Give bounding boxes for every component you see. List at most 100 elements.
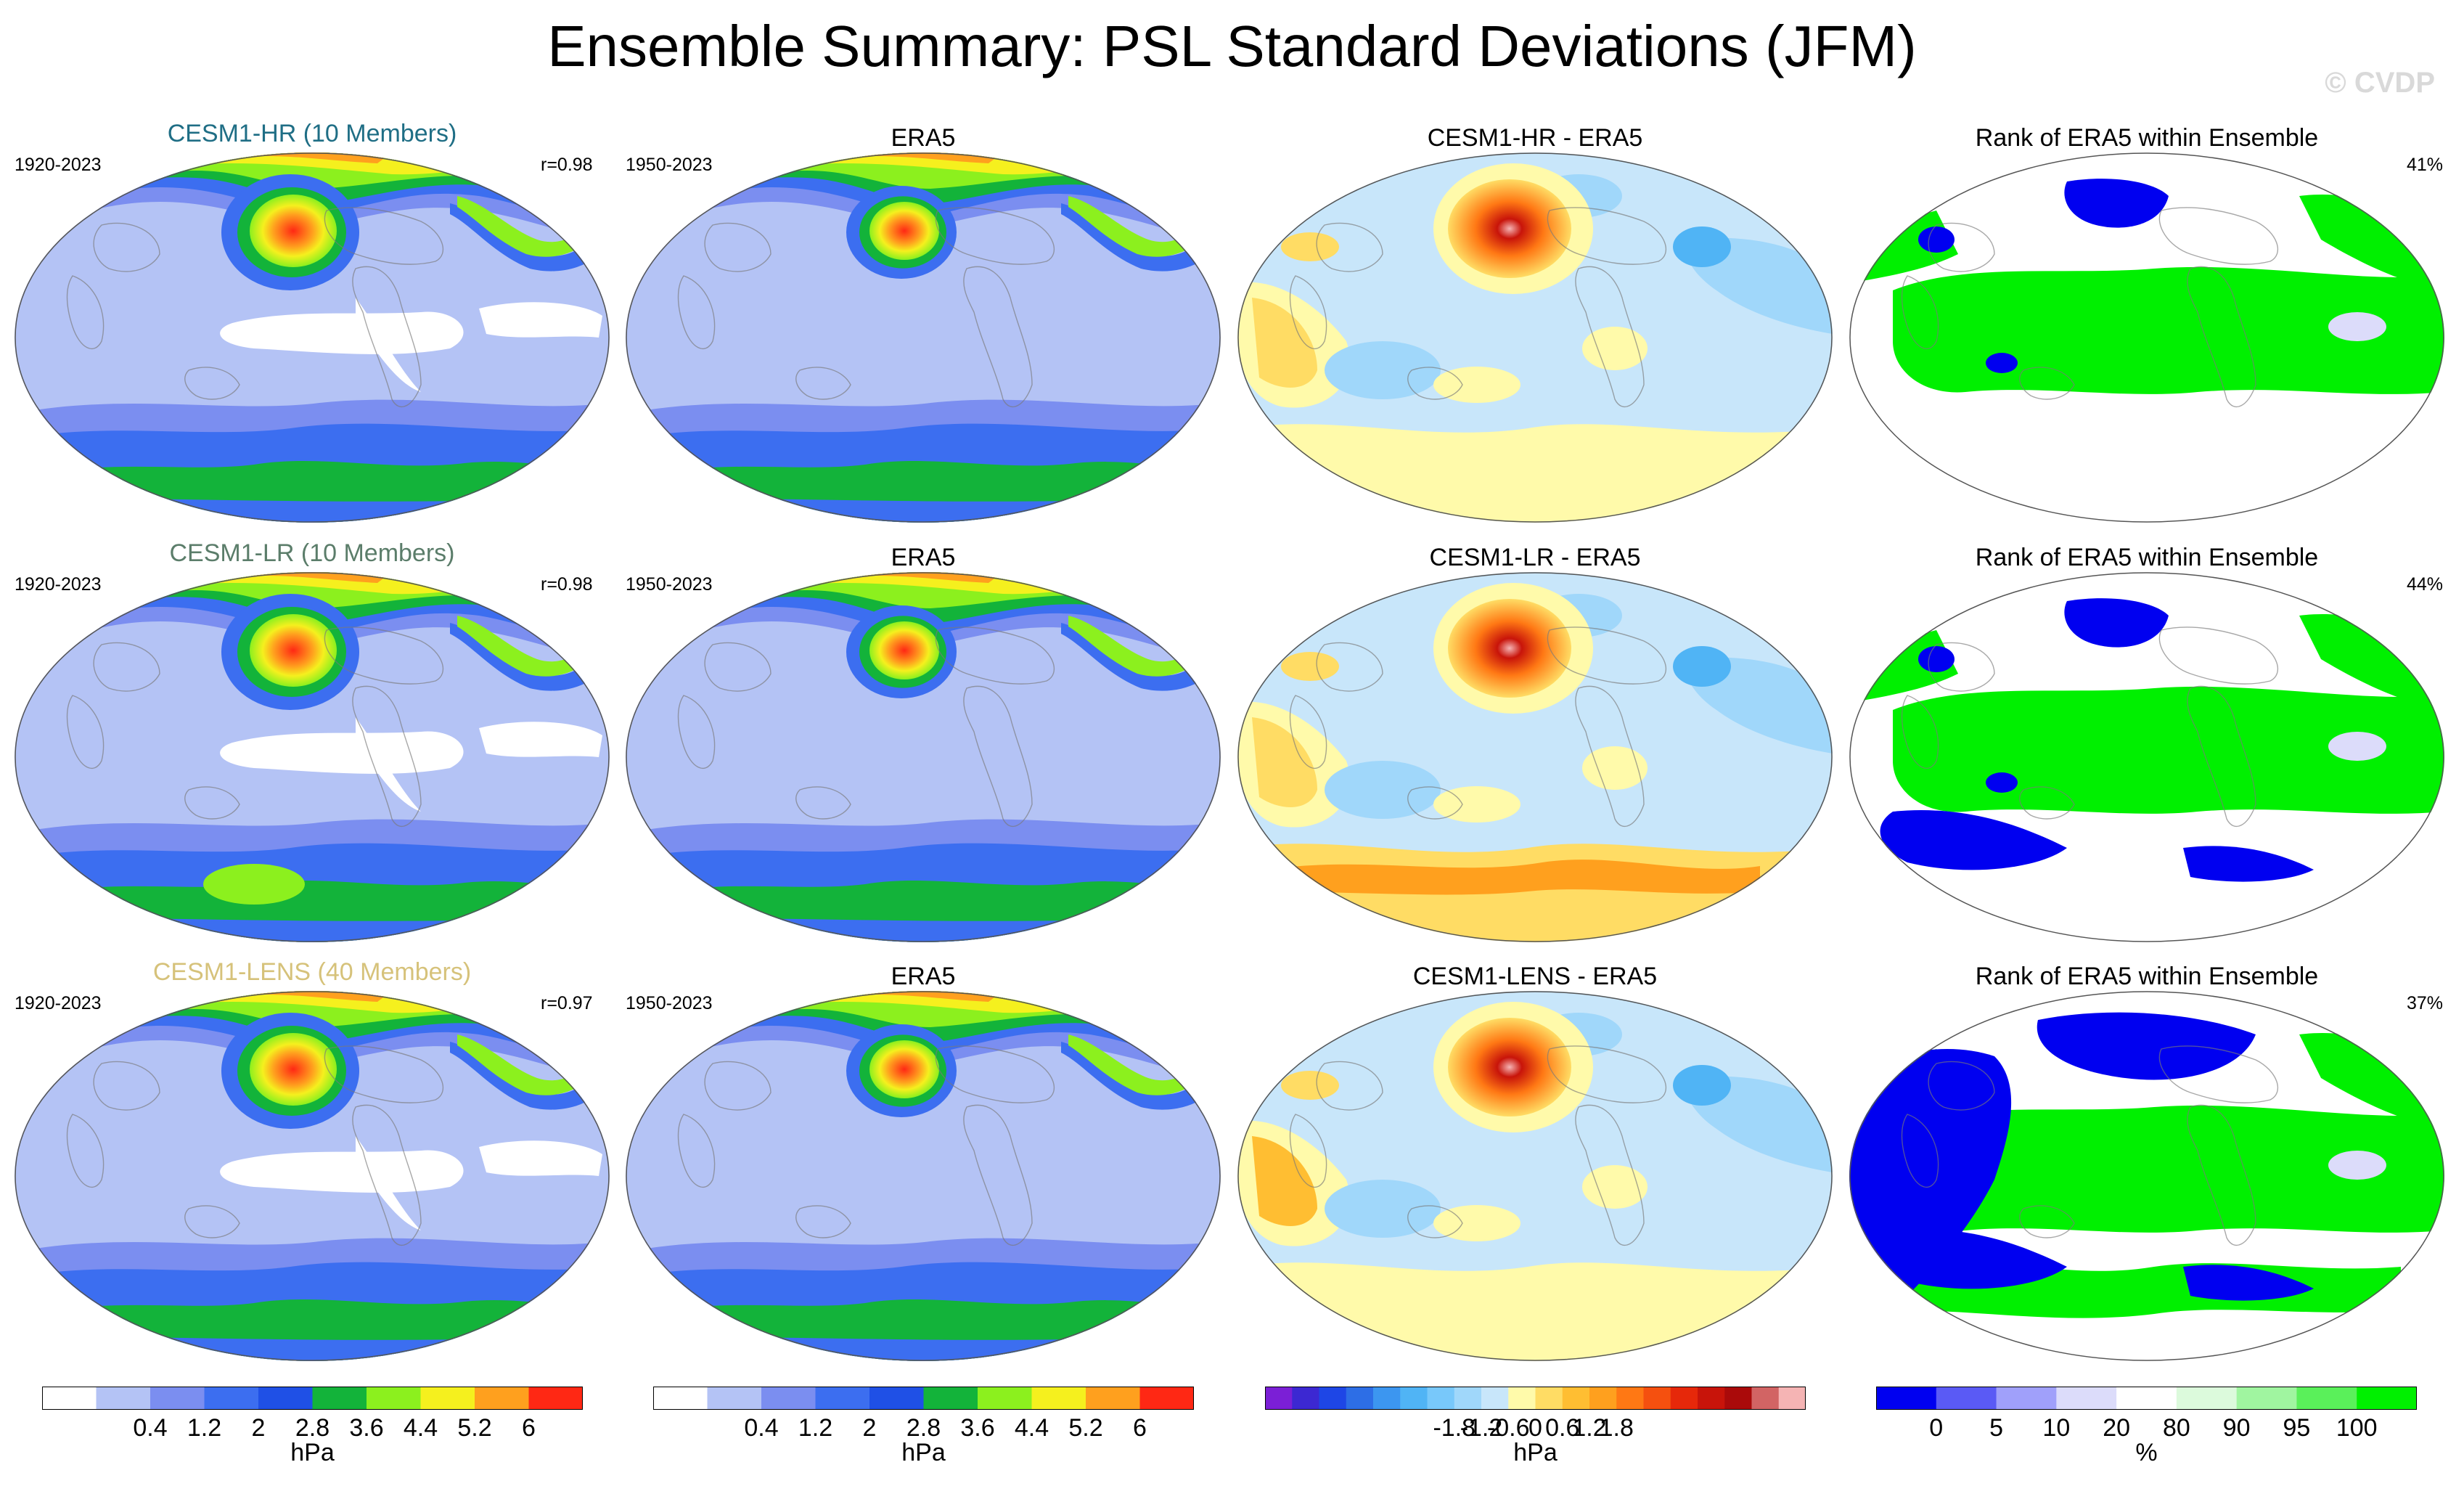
colorbar-swatch bbox=[528, 1387, 583, 1410]
colorbar-tick-label: -1.8 bbox=[1433, 1414, 1476, 1442]
model-panel-title: CESM1-HR (10 Members) bbox=[167, 120, 457, 147]
colorbar-swatch bbox=[1086, 1387, 1140, 1410]
model-years-label: 1920-2023 bbox=[15, 993, 102, 1013]
colorbar-swatch bbox=[2116, 1387, 2177, 1410]
colorbar-swatch bbox=[1346, 1387, 1374, 1410]
colorbar-tick-label: 3.6 bbox=[349, 1414, 384, 1442]
difference-panel-title: CESM1-LENS - ERA5 bbox=[1412, 963, 1658, 990]
obs-map bbox=[626, 572, 1221, 942]
colorbar-swatch bbox=[869, 1387, 924, 1410]
colorbar-swatch bbox=[2296, 1387, 2357, 1410]
diff-map bbox=[1237, 152, 1833, 523]
obs-years-label: 1950-2023 bbox=[626, 155, 713, 175]
colorbar-swatch bbox=[1427, 1387, 1455, 1410]
colorbar-tick-label: 90 bbox=[2222, 1414, 2251, 1442]
colorbar-swatch bbox=[1319, 1387, 1347, 1410]
diff-map bbox=[1237, 572, 1833, 942]
colorbar-swatch bbox=[815, 1387, 870, 1410]
pattern-correlation-label: r=0.98 bbox=[541, 574, 593, 595]
colorbar-tick-label: 1.2 bbox=[187, 1414, 222, 1442]
colorbar-swatch bbox=[761, 1387, 816, 1410]
rank-percent-label: 41% bbox=[2407, 155, 2444, 175]
colorbar bbox=[653, 1387, 1194, 1410]
rank-panel-title: Rank of ERA5 within Ensemble bbox=[1975, 124, 2319, 152]
rank-map bbox=[1849, 152, 2444, 523]
colorbar-tick-label: 10 bbox=[2042, 1414, 2071, 1442]
colorbar-unit-label: hPa bbox=[1513, 1439, 1558, 1466]
colorbar-swatch bbox=[978, 1387, 1032, 1410]
colorbar-swatch bbox=[150, 1387, 205, 1410]
colorbar-tick-label: 2.8 bbox=[295, 1414, 330, 1442]
obs-panel-title: ERA5 bbox=[891, 124, 956, 152]
colorbar-tick-label: 2.8 bbox=[906, 1414, 941, 1442]
colorbar-swatch bbox=[312, 1387, 367, 1410]
colorbar-swatch bbox=[367, 1387, 421, 1410]
colorbar-unit-label: % bbox=[2135, 1439, 2158, 1466]
colorbar-tick-label: 5 bbox=[1989, 1414, 2004, 1442]
colorbar-swatch bbox=[1481, 1387, 1509, 1410]
colorbar-tick-label: 2 bbox=[251, 1414, 266, 1442]
colorbar-swatch bbox=[42, 1387, 97, 1410]
colorbar-swatch bbox=[1589, 1387, 1617, 1410]
colorbar-swatch bbox=[1996, 1387, 2057, 1410]
colorbar-swatch bbox=[1936, 1387, 1997, 1410]
difference-panel-title: CESM1-LR - ERA5 bbox=[1429, 544, 1641, 571]
colorbar-tick-label: 20 bbox=[2103, 1414, 2131, 1442]
model-panel-title: CESM1-LENS (40 Members) bbox=[152, 958, 472, 986]
colorbar-tick-label: 1.2 bbox=[1572, 1414, 1607, 1442]
colorbar-swatch bbox=[1292, 1387, 1319, 1410]
rank-percent-label: 44% bbox=[2407, 574, 2444, 595]
obs-years-label: 1950-2023 bbox=[626, 993, 713, 1013]
colorbar-swatch bbox=[1751, 1387, 1780, 1410]
obs-map bbox=[626, 991, 1221, 1361]
colorbar-swatch bbox=[1400, 1387, 1428, 1410]
colorbar-tick-label: 1.2 bbox=[798, 1414, 833, 1442]
rank-panel-title: Rank of ERA5 within Ensemble bbox=[1975, 544, 2319, 571]
colorbar-swatch bbox=[2236, 1387, 2297, 1410]
colorbar-swatch bbox=[2176, 1387, 2238, 1410]
colorbar-tick-label: 100 bbox=[2336, 1414, 2378, 1442]
obs-map bbox=[626, 152, 1221, 523]
rank-map bbox=[1849, 991, 2444, 1361]
colorbar-tick-label: 3.6 bbox=[960, 1414, 995, 1442]
rank-panel-title: Rank of ERA5 within Ensemble bbox=[1975, 963, 2319, 990]
colorbar-swatch bbox=[1508, 1387, 1536, 1410]
colorbar-swatch bbox=[1562, 1387, 1590, 1410]
colorbar-tick-label: -1.2 bbox=[1460, 1414, 1503, 1442]
colorbar-swatch bbox=[923, 1387, 978, 1410]
colorbar-tick-label: 4.4 bbox=[1014, 1414, 1049, 1442]
colorbar-swatch bbox=[1643, 1387, 1671, 1410]
colorbar-swatch bbox=[707, 1387, 762, 1410]
colorbar-swatch bbox=[1670, 1387, 1698, 1410]
obs-years-label: 1950-2023 bbox=[626, 574, 713, 595]
rank-map bbox=[1849, 572, 2444, 942]
colorbar-tick-label: 0.6 bbox=[1545, 1414, 1580, 1442]
colorbar-swatch bbox=[258, 1387, 313, 1410]
colorbar-tick-label: 5.2 bbox=[457, 1414, 492, 1442]
figure-title: Ensemble Summary: PSL Standard Deviation… bbox=[547, 14, 1917, 78]
colorbar-tick-label: 4.4 bbox=[403, 1414, 438, 1442]
colorbar-swatch bbox=[653, 1387, 708, 1410]
colorbar-swatch bbox=[1778, 1387, 1806, 1410]
colorbar-swatch bbox=[1373, 1387, 1401, 1410]
colorbar-swatch bbox=[2056, 1387, 2117, 1410]
difference-panel-title: CESM1-HR - ERA5 bbox=[1427, 124, 1643, 152]
colorbar-swatch bbox=[2357, 1387, 2417, 1410]
diff-map bbox=[1237, 991, 1833, 1361]
pattern-correlation-label: r=0.97 bbox=[541, 993, 593, 1013]
colorbar-tick-label: 5.2 bbox=[1068, 1414, 1103, 1442]
colorbar-tick-label: -0.6 bbox=[1486, 1414, 1530, 1442]
colorbar-tick-label: 0 bbox=[1929, 1414, 1944, 1442]
colorbar-swatch bbox=[1698, 1387, 1725, 1410]
colorbar-swatch bbox=[1724, 1387, 1752, 1410]
colorbar-tick-label: 80 bbox=[2162, 1414, 2190, 1442]
colorbar-swatch bbox=[1031, 1387, 1086, 1410]
colorbar-swatch bbox=[475, 1387, 529, 1410]
model-years-label: 1920-2023 bbox=[15, 574, 102, 595]
cvdp-watermark: © CVDP bbox=[2325, 67, 2435, 99]
colorbar-tick-label: 0.4 bbox=[744, 1414, 779, 1442]
colorbar-tick-label: 95 bbox=[2283, 1414, 2311, 1442]
colorbar-swatch bbox=[96, 1387, 151, 1410]
colorbar bbox=[1265, 1387, 1806, 1410]
pattern-correlation-label: r=0.98 bbox=[541, 155, 593, 175]
